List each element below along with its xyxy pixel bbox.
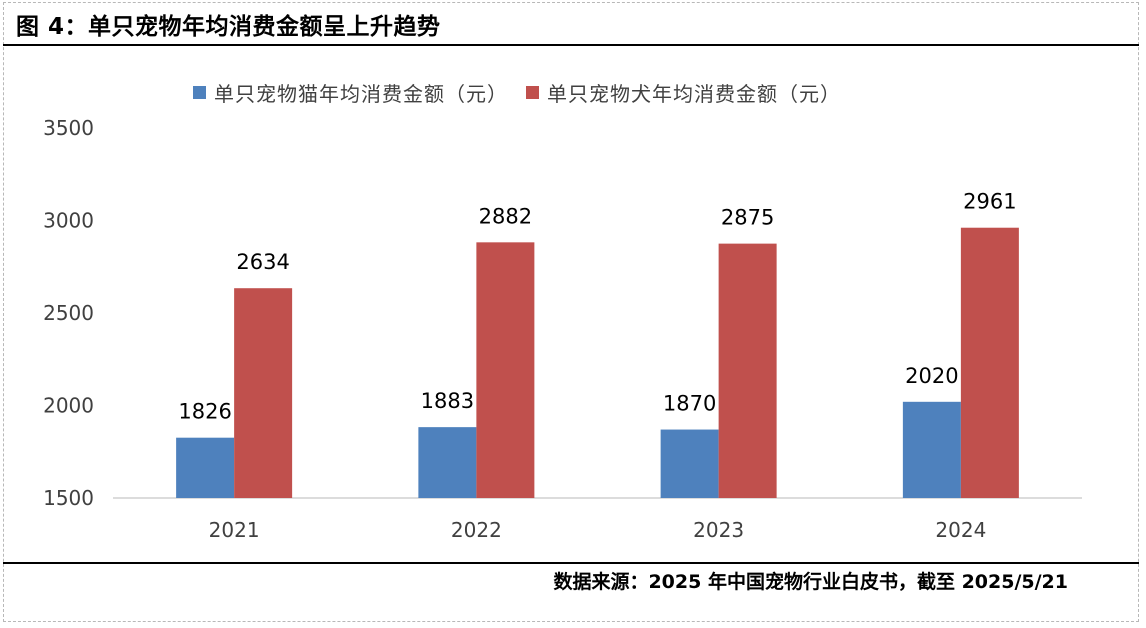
bar-cat [660,429,719,498]
chart-legend: 单只宠物猫年均消费金额（元） 单只宠物犬年均消费金额（元） [193,78,859,107]
x-tick-label: 2024 [935,518,986,542]
x-tick-label: 2021 [209,518,260,542]
legend-item-dog: 单只宠物犬年均消费金额（元） [526,78,841,107]
x-tick-label: 2023 [693,518,744,542]
data-label-cat: 1883 [421,389,474,413]
bar-cat [902,401,961,498]
bar-dog [718,243,777,498]
legend-swatch-cat [193,86,206,99]
bar-dog [476,242,535,498]
legend-label-cat: 单只宠物猫年均消费金额（元） [214,82,508,106]
legend-swatch-dog [526,86,539,99]
x-tick-label: 2022 [451,518,502,542]
y-tick-label: 3000 [43,209,94,233]
legend-item-cat: 单只宠物猫年均消费金额（元） [193,78,508,107]
bar-dog [960,227,1019,498]
source-rule [3,562,1139,564]
source-note: 数据来源：2025 年中国宠物行业白皮书，截至 2025/5/21 [553,571,1068,593]
y-tick-label: 2000 [43,394,94,418]
data-label-cat: 2020 [905,364,958,388]
legend-label-dog: 单只宠物犬年均消费金额（元） [547,82,841,106]
bar-dog [234,288,293,498]
data-label-dog: 2634 [236,250,289,274]
bar-cat [418,427,477,498]
figure-frame [3,2,1139,622]
data-label-dog: 2961 [963,190,1016,214]
data-label-dog: 2882 [479,204,532,228]
y-tick-label: 3500 [43,116,94,140]
data-label-cat: 1826 [178,400,231,424]
data-label-dog: 2875 [721,206,774,230]
y-tick-label: 2500 [43,301,94,325]
title-rule [3,44,1139,46]
y-tick-label: 1500 [43,486,94,510]
data-label-cat: 1870 [663,392,716,416]
bar-cat [176,437,235,498]
figure-title: 图 4：单只宠物年均消费金额呈上升趋势 [16,14,441,40]
